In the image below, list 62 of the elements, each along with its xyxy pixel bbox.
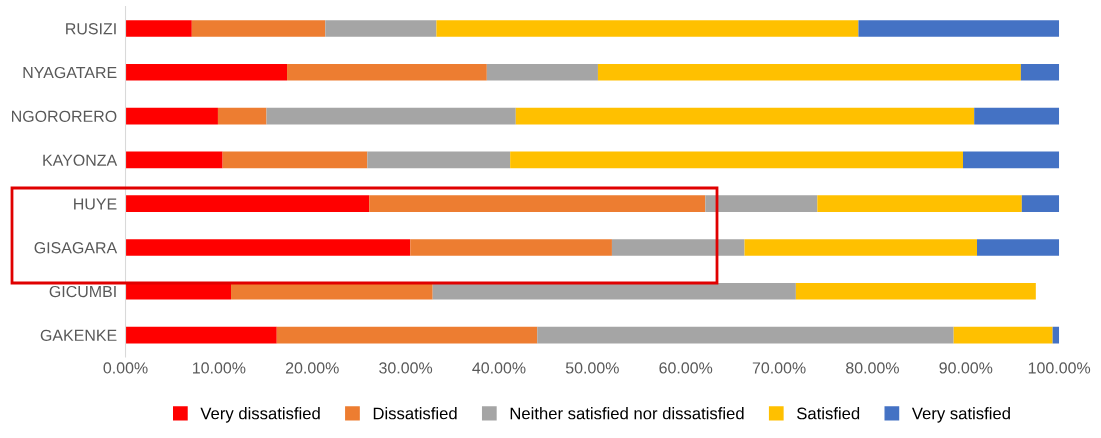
bar	[266, 107, 516, 125]
x-tick-label: 80.00%	[846, 362, 899, 374]
bar	[410, 239, 612, 256]
x-tick-label: 20.00%	[285, 362, 339, 374]
x-tick-label: 100.00%	[1028, 362, 1091, 374]
bar	[125, 107, 218, 125]
y-tick-label: HUYE	[74, 198, 117, 210]
bar	[1021, 195, 1060, 212]
x-tick-label: 30.00%	[379, 362, 433, 374]
y-tick-label: NGORORERO	[12, 110, 117, 123]
y-tick-label: KAYONZA	[43, 154, 118, 166]
bar	[125, 20, 192, 37]
x-tick-label: 0.00%	[103, 362, 148, 374]
bar	[125, 326, 277, 344]
bar	[125, 239, 411, 256]
bar	[125, 151, 223, 169]
bar	[486, 63, 598, 81]
bar	[977, 239, 1060, 256]
bar	[125, 195, 370, 212]
x-tick-label: 60.00%	[659, 362, 713, 374]
bar	[953, 326, 1053, 344]
x-tick-label: 70.00%	[752, 362, 806, 374]
y-tick-label: GISAGARA	[34, 242, 118, 254]
bar	[963, 151, 1060, 169]
legend-label: Satisfied	[797, 407, 860, 420]
legend-label: Neither satisfied nor dissatisfied	[510, 407, 744, 420]
bar	[222, 151, 368, 169]
bar	[125, 282, 232, 300]
bar	[705, 195, 818, 212]
bar	[436, 20, 859, 37]
bar	[367, 151, 511, 169]
y-tick-label: RUSIZI	[66, 23, 116, 35]
legend-label: Very satisfied	[911, 407, 1010, 423]
x-tick-label: 10.00%	[193, 362, 246, 374]
bar	[537, 326, 954, 344]
bar	[191, 20, 326, 37]
bar	[125, 63, 288, 81]
bar	[276, 326, 538, 344]
bar	[287, 63, 487, 81]
y-tick-label: GAKENKE	[40, 329, 117, 342]
legend-label: Dissatisfied	[373, 407, 457, 420]
bar	[369, 195, 706, 212]
y-tick-label: NYAGATARE	[23, 66, 117, 79]
bar	[1020, 63, 1060, 81]
bar	[325, 20, 437, 37]
legend-label: Very dissatisfied	[200, 407, 320, 423]
x-tick-label: 90.00%	[939, 362, 993, 374]
bar	[795, 282, 1036, 300]
bar	[597, 63, 1021, 81]
y-tick-label: GICUMBI	[49, 285, 116, 298]
x-tick-label: 50.00%	[565, 362, 619, 374]
bar	[231, 282, 433, 300]
x-tick-label: 40.00%	[472, 362, 526, 374]
bar	[510, 151, 963, 169]
bar	[817, 195, 1022, 212]
bar	[515, 107, 975, 125]
bar	[858, 20, 1060, 37]
bar	[974, 107, 1060, 125]
bar	[744, 239, 977, 256]
bar	[432, 282, 796, 300]
bar	[217, 107, 267, 125]
bar	[611, 239, 745, 256]
